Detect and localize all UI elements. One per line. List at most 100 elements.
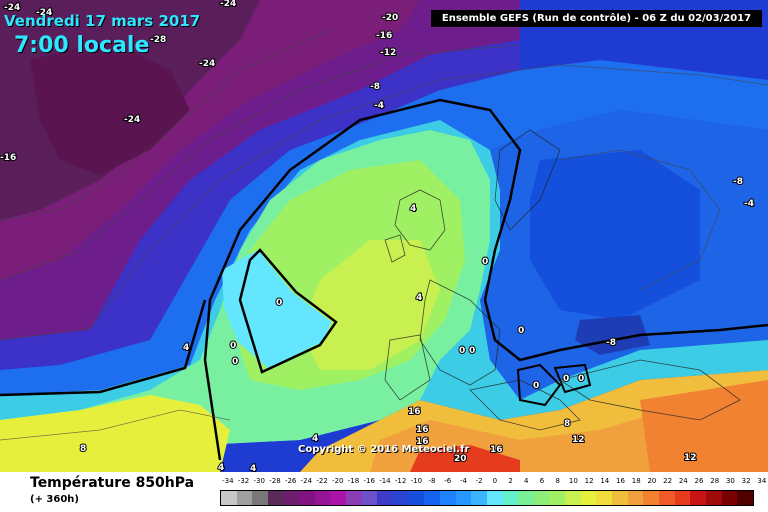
scale-swatch bbox=[674, 491, 691, 505]
scale-label: 30 bbox=[725, 477, 735, 485]
scale-swatch bbox=[299, 491, 315, 505]
contour-label: 0 bbox=[230, 341, 236, 351]
scale-label: -20 bbox=[332, 477, 344, 485]
contour-label: 0 bbox=[518, 326, 524, 336]
contour-label: -8 bbox=[370, 82, 380, 92]
color-scale-bar bbox=[220, 490, 754, 506]
scale-swatch bbox=[252, 491, 268, 505]
scale-swatch bbox=[361, 491, 378, 505]
contour-label: 4 bbox=[250, 464, 256, 472]
scale-label: 22 bbox=[663, 477, 673, 485]
contour-label: 16 bbox=[416, 425, 429, 435]
scale-label: -4 bbox=[459, 477, 467, 485]
scale-swatch bbox=[221, 491, 237, 505]
scale-swatch bbox=[471, 491, 487, 505]
scale-label: -8 bbox=[428, 477, 436, 485]
scale-swatch bbox=[283, 491, 300, 505]
scale-label: -16 bbox=[363, 477, 375, 485]
scale-swatch bbox=[267, 491, 284, 505]
scale-label: 34 bbox=[757, 477, 767, 485]
temperature-field: -24 -24 -24 -28 -24 -24 -16 -20 -16 -12 … bbox=[0, 0, 768, 472]
scale-label: -30 bbox=[253, 477, 265, 485]
scale-swatch bbox=[455, 491, 472, 505]
model-run-label: Ensemble GEFS (Run de contrôle) - 06 Z d… bbox=[431, 10, 762, 27]
scale-swatch bbox=[408, 491, 425, 505]
scale-label: -34 bbox=[222, 477, 234, 485]
scale-label: 26 bbox=[694, 477, 704, 485]
contour-label: -4 bbox=[744, 199, 754, 209]
contour-label: 12 bbox=[684, 453, 697, 463]
scale-label: 10 bbox=[568, 477, 578, 485]
scale-label: 12 bbox=[584, 477, 594, 485]
scale-label: -14 bbox=[379, 477, 391, 485]
scale-swatch bbox=[439, 491, 456, 505]
contour-label: 16 bbox=[490, 445, 503, 455]
scale-swatch bbox=[549, 491, 566, 505]
contour-label: 0 bbox=[533, 381, 539, 391]
contour-label: 8 bbox=[564, 419, 570, 429]
contour-label: -24 bbox=[4, 3, 20, 13]
copyright: Copyright © 2016 Meteociel.fr bbox=[298, 444, 470, 455]
scale-label: -12 bbox=[394, 477, 407, 485]
scale-swatch bbox=[643, 491, 659, 505]
scale-label: 24 bbox=[678, 477, 688, 485]
contour-label: -24 bbox=[199, 59, 215, 69]
contour-label: 0 bbox=[469, 346, 475, 356]
contour-label: 20 bbox=[454, 454, 467, 464]
scale-swatch bbox=[502, 491, 519, 505]
contour-label: 16 bbox=[416, 437, 429, 447]
scale-swatch bbox=[424, 491, 440, 505]
scale-label: 16 bbox=[616, 477, 625, 485]
color-scale-labels: -34 -32 -30 -28 -26 -24 -22 -20 -18 -16 -14 -12 -10-… bbox=[220, 477, 766, 489]
scale-label: -6 bbox=[444, 477, 452, 485]
scale-swatch bbox=[236, 491, 253, 505]
legend-footer: Température 850hPa (+ 360h) -34 -32 -30 -28… bbox=[0, 472, 768, 512]
contour-label: -16 bbox=[376, 31, 392, 41]
scale-label: 28 bbox=[710, 477, 720, 485]
contour-label: -16 bbox=[0, 153, 16, 163]
scale-label: -18 bbox=[347, 477, 360, 485]
scale-swatch bbox=[612, 491, 628, 505]
contour-label: 16 bbox=[408, 407, 421, 417]
scale-swatch bbox=[580, 491, 597, 505]
scale-swatch bbox=[518, 491, 534, 505]
lead-time: (+ 360h) bbox=[30, 494, 79, 505]
scale-swatch bbox=[737, 491, 753, 505]
contour-label: 8 bbox=[80, 444, 86, 454]
contour-label: -20 bbox=[382, 13, 398, 23]
contour-label: -28 bbox=[150, 35, 166, 45]
scale-swatch bbox=[596, 491, 613, 505]
scale-label: -22 bbox=[316, 477, 328, 485]
contour-label: -8 bbox=[733, 177, 743, 187]
scale-label: 14 bbox=[600, 477, 610, 485]
forecast-date: Vendredi 17 mars 2017 bbox=[4, 12, 201, 30]
contour-label: 4 bbox=[416, 293, 422, 303]
scale-label: -10 bbox=[410, 477, 423, 485]
scale-swatch bbox=[627, 491, 644, 505]
contour-label: 0 bbox=[563, 374, 569, 384]
weather-map: -24 -24 -24 -28 -24 -24 -16 -20 -16 -12 … bbox=[0, 0, 768, 472]
scale-label: -32 bbox=[237, 477, 250, 485]
contour-label: 4 bbox=[410, 204, 416, 214]
scale-swatch bbox=[346, 491, 362, 505]
scale-label: -28 bbox=[269, 477, 281, 485]
contour-label: -12 bbox=[380, 48, 396, 58]
contour-label: -8 bbox=[606, 338, 616, 348]
contour-label: 4 bbox=[312, 434, 318, 444]
scale-swatch bbox=[658, 491, 675, 505]
contour-label: -24 bbox=[124, 115, 140, 125]
scale-label: -26 bbox=[284, 477, 297, 485]
scale-swatch bbox=[705, 491, 722, 505]
scale-label: 6 bbox=[539, 477, 545, 485]
contour-label: 0 bbox=[276, 298, 282, 308]
scale-swatch bbox=[393, 491, 409, 505]
forecast-time: 7:00 locale bbox=[14, 33, 150, 58]
scale-label: 18 bbox=[631, 477, 641, 485]
scale-label: 8 bbox=[555, 477, 560, 485]
scale-label: 2 bbox=[508, 477, 513, 485]
contour-label: 12 bbox=[572, 435, 585, 445]
scale-swatch bbox=[486, 491, 503, 505]
scale-swatch bbox=[377, 491, 394, 505]
scale-swatch bbox=[721, 491, 738, 505]
scale-label: -24 bbox=[300, 477, 313, 485]
